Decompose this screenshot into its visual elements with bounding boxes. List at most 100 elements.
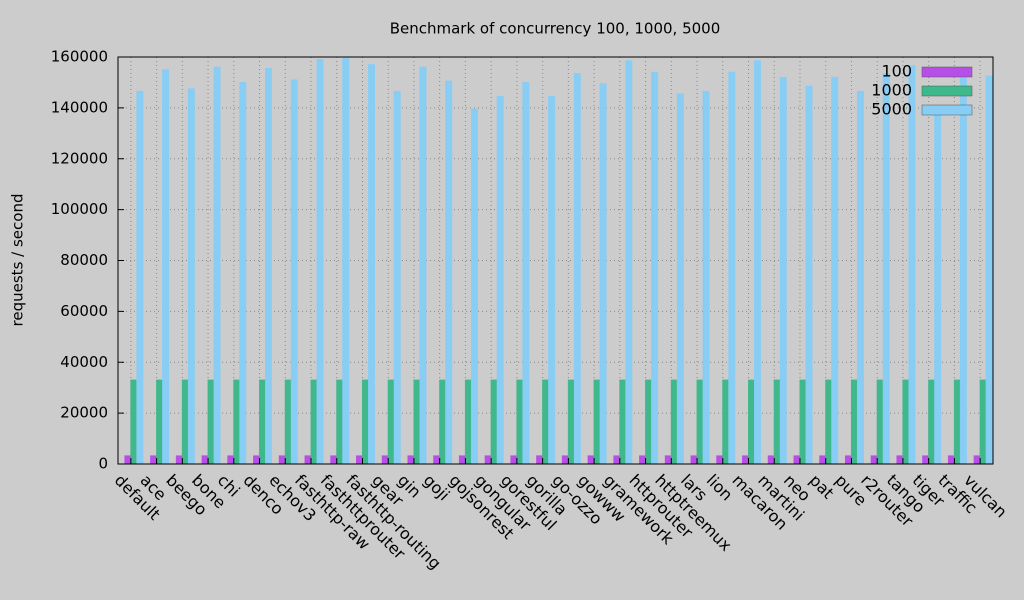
bar bbox=[407, 455, 415, 465]
bar bbox=[702, 90, 710, 465]
bar bbox=[947, 455, 955, 465]
bar bbox=[850, 379, 858, 465]
bar bbox=[536, 455, 544, 465]
chart-title: Benchmark of concurrency 100, 1000, 5000 bbox=[390, 20, 721, 38]
bar bbox=[716, 455, 724, 465]
bar bbox=[773, 379, 781, 465]
y-tick-label: 120000 bbox=[51, 149, 108, 167]
bar bbox=[767, 455, 775, 465]
y-axis-label: requests / second bbox=[9, 194, 27, 327]
bar bbox=[433, 455, 441, 465]
bar bbox=[259, 379, 267, 465]
bar bbox=[227, 455, 235, 465]
bar bbox=[522, 81, 530, 465]
y-tick-label: 40000 bbox=[60, 353, 108, 371]
bar bbox=[150, 455, 158, 465]
bar bbox=[304, 455, 312, 465]
bar bbox=[233, 379, 241, 465]
bar bbox=[645, 379, 653, 465]
bar bbox=[613, 455, 621, 465]
bar bbox=[573, 73, 581, 465]
bar bbox=[805, 85, 813, 465]
bar bbox=[825, 379, 833, 465]
bar bbox=[516, 379, 524, 465]
bar bbox=[979, 379, 987, 465]
bar bbox=[342, 57, 350, 465]
legend-swatch bbox=[921, 66, 973, 78]
bar bbox=[742, 455, 750, 465]
bar bbox=[187, 88, 195, 465]
bar bbox=[490, 379, 498, 465]
legend-label: 1000 bbox=[871, 81, 912, 100]
bar bbox=[728, 71, 736, 465]
bar bbox=[484, 455, 492, 465]
y-tick-label: 140000 bbox=[51, 98, 108, 116]
bar bbox=[676, 93, 684, 465]
bar bbox=[754, 60, 762, 465]
bar bbox=[367, 64, 375, 465]
bar bbox=[458, 455, 466, 465]
bar bbox=[779, 76, 787, 465]
bar bbox=[619, 379, 627, 465]
bar bbox=[136, 90, 144, 465]
bar bbox=[799, 379, 807, 465]
bar bbox=[696, 379, 704, 465]
bar bbox=[464, 379, 472, 465]
bar bbox=[902, 379, 910, 465]
bar bbox=[175, 455, 183, 465]
bar bbox=[599, 83, 607, 465]
bar bbox=[265, 67, 273, 465]
bar bbox=[985, 75, 993, 465]
y-tick-label: 160000 bbox=[51, 48, 108, 66]
bar bbox=[793, 455, 801, 465]
bar bbox=[445, 80, 453, 465]
plot-border bbox=[117, 56, 994, 465]
bar bbox=[844, 455, 852, 465]
y-tick-label: 100000 bbox=[51, 200, 108, 218]
y-tick-label: 60000 bbox=[60, 302, 108, 320]
bar bbox=[670, 379, 678, 465]
bar bbox=[239, 81, 247, 465]
bar bbox=[651, 71, 659, 465]
bar bbox=[922, 455, 930, 465]
legend-swatch bbox=[921, 104, 973, 116]
bar bbox=[439, 379, 447, 465]
bar bbox=[419, 66, 427, 465]
legend-label: 100 bbox=[881, 62, 912, 81]
y-tick-label: 0 bbox=[98, 455, 108, 473]
bar bbox=[819, 455, 827, 465]
bar bbox=[876, 379, 884, 465]
bar bbox=[690, 455, 698, 465]
bar bbox=[542, 379, 550, 465]
bar bbox=[639, 455, 647, 465]
bar bbox=[973, 455, 981, 465]
y-tick-label: 80000 bbox=[60, 251, 108, 269]
bar bbox=[213, 66, 221, 465]
bar bbox=[387, 379, 395, 465]
bar bbox=[336, 379, 344, 465]
bar bbox=[316, 59, 324, 465]
bar bbox=[928, 379, 936, 465]
bar bbox=[664, 455, 672, 465]
bar bbox=[953, 379, 961, 465]
bar bbox=[355, 455, 363, 465]
bar bbox=[896, 455, 904, 465]
bar bbox=[278, 455, 286, 465]
bar bbox=[162, 69, 170, 465]
bar bbox=[361, 379, 369, 465]
bar bbox=[181, 379, 189, 465]
bar bbox=[124, 455, 132, 465]
bar bbox=[284, 379, 292, 465]
bar bbox=[567, 379, 575, 465]
bar bbox=[381, 455, 389, 465]
bar bbox=[330, 455, 338, 465]
bar bbox=[470, 108, 478, 465]
bar bbox=[413, 379, 421, 465]
bar bbox=[748, 379, 756, 465]
bar bbox=[625, 60, 633, 465]
bar bbox=[510, 455, 518, 465]
bar bbox=[934, 112, 942, 465]
legend-label: 5000 bbox=[871, 100, 912, 119]
bar bbox=[130, 379, 138, 465]
